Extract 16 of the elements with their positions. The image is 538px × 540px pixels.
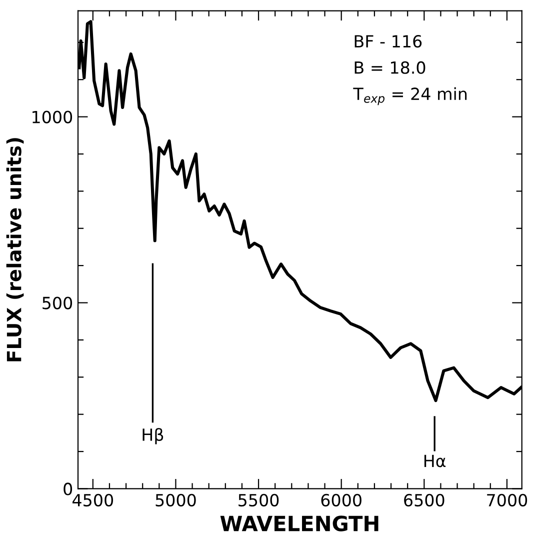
x-tick-label: 7000 [487, 494, 528, 506]
y-axis-title: FLUX (relative units) [6, 138, 24, 362]
x-axis-title: WAVELENGTH [220, 516, 378, 532]
x-tick-label: 6500 [404, 494, 444, 506]
x-tick-label: 5000 [156, 494, 196, 506]
annotation: B = 18.0 [354, 61, 426, 74]
y-tick-label: 500 [42, 296, 72, 310]
ref-line-label: Hβ [142, 428, 164, 444]
y-tick-label: 1000 [32, 110, 72, 124]
ref-line-label: Hα [424, 454, 446, 468]
y-tick-label: 0 [64, 482, 72, 496]
annotation: T$_{exp}$ = 24 min [353, 87, 467, 106]
annotation: BF - 116 [354, 34, 422, 48]
x-tick-label: 6000 [321, 494, 362, 506]
x-tick-label: 4500 [72, 494, 114, 506]
x-tick-label: 5500 [238, 494, 279, 506]
